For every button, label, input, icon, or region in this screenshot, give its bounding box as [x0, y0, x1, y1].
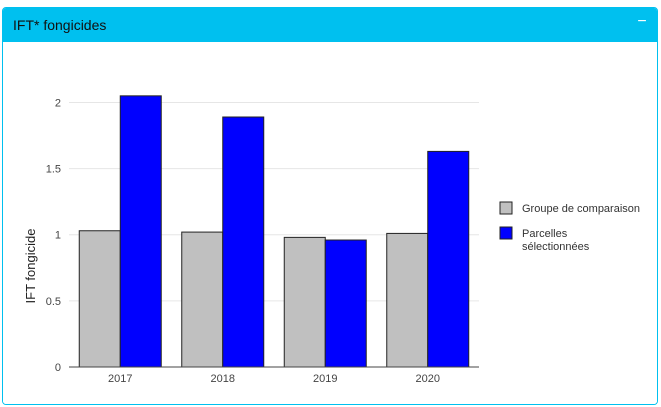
legend-label[interactable]: Groupe de comparaison	[522, 203, 640, 215]
y-tick-label: 1	[55, 230, 61, 242]
bar-selected-2019[interactable]	[324, 239, 367, 368]
x-tick-label: 2017	[108, 373, 132, 385]
x-tick-label: 2018	[211, 373, 235, 385]
panel-title: IFT* fongicides	[13, 17, 107, 33]
legend-swatch[interactable]	[499, 201, 513, 215]
bar-comparison-2018[interactable]	[181, 231, 224, 368]
collapse-icon[interactable]: −	[637, 13, 647, 30]
bar-comparison-2019[interactable]	[283, 236, 326, 368]
y-axis-label: IFT fongicide	[23, 229, 38, 304]
legend-swatch[interactable]	[499, 226, 513, 240]
panel-body: 0 0.5 1 1.5 2 2017 2018 2019 2020 IFT fongicide …	[3, 42, 657, 404]
legend-label[interactable]: Parcelles sélectionnées	[522, 228, 590, 253]
bars	[78, 95, 470, 368]
y-tick-label: 1.5	[46, 164, 61, 176]
x-tick-label: 2019	[313, 373, 337, 385]
bar-selected-2020[interactable]	[427, 150, 470, 368]
x-tick-label: 2020	[416, 373, 440, 385]
legend: Groupe de comparaison Parcelles sélectionn…	[499, 201, 640, 253]
panel-header: IFT* fongicides −	[3, 8, 657, 42]
y-tick-label: 2	[55, 97, 61, 109]
bar-comparison-2020[interactable]	[386, 232, 429, 368]
bar-selected-2017[interactable]	[119, 95, 162, 368]
y-tick-label: 0	[55, 362, 61, 374]
axes: 0 0.5 1 1.5 2 2017 2018 2019 2020	[46, 97, 479, 385]
bar-selected-2018[interactable]	[222, 116, 265, 368]
bar-comparison-2017[interactable]	[78, 230, 121, 368]
y-tick-label: 0.5	[46, 296, 61, 308]
chart-panel: IFT* fongicides − 0 0.5 1 1.5 2 2017 2018 2019 2…	[2, 7, 658, 405]
